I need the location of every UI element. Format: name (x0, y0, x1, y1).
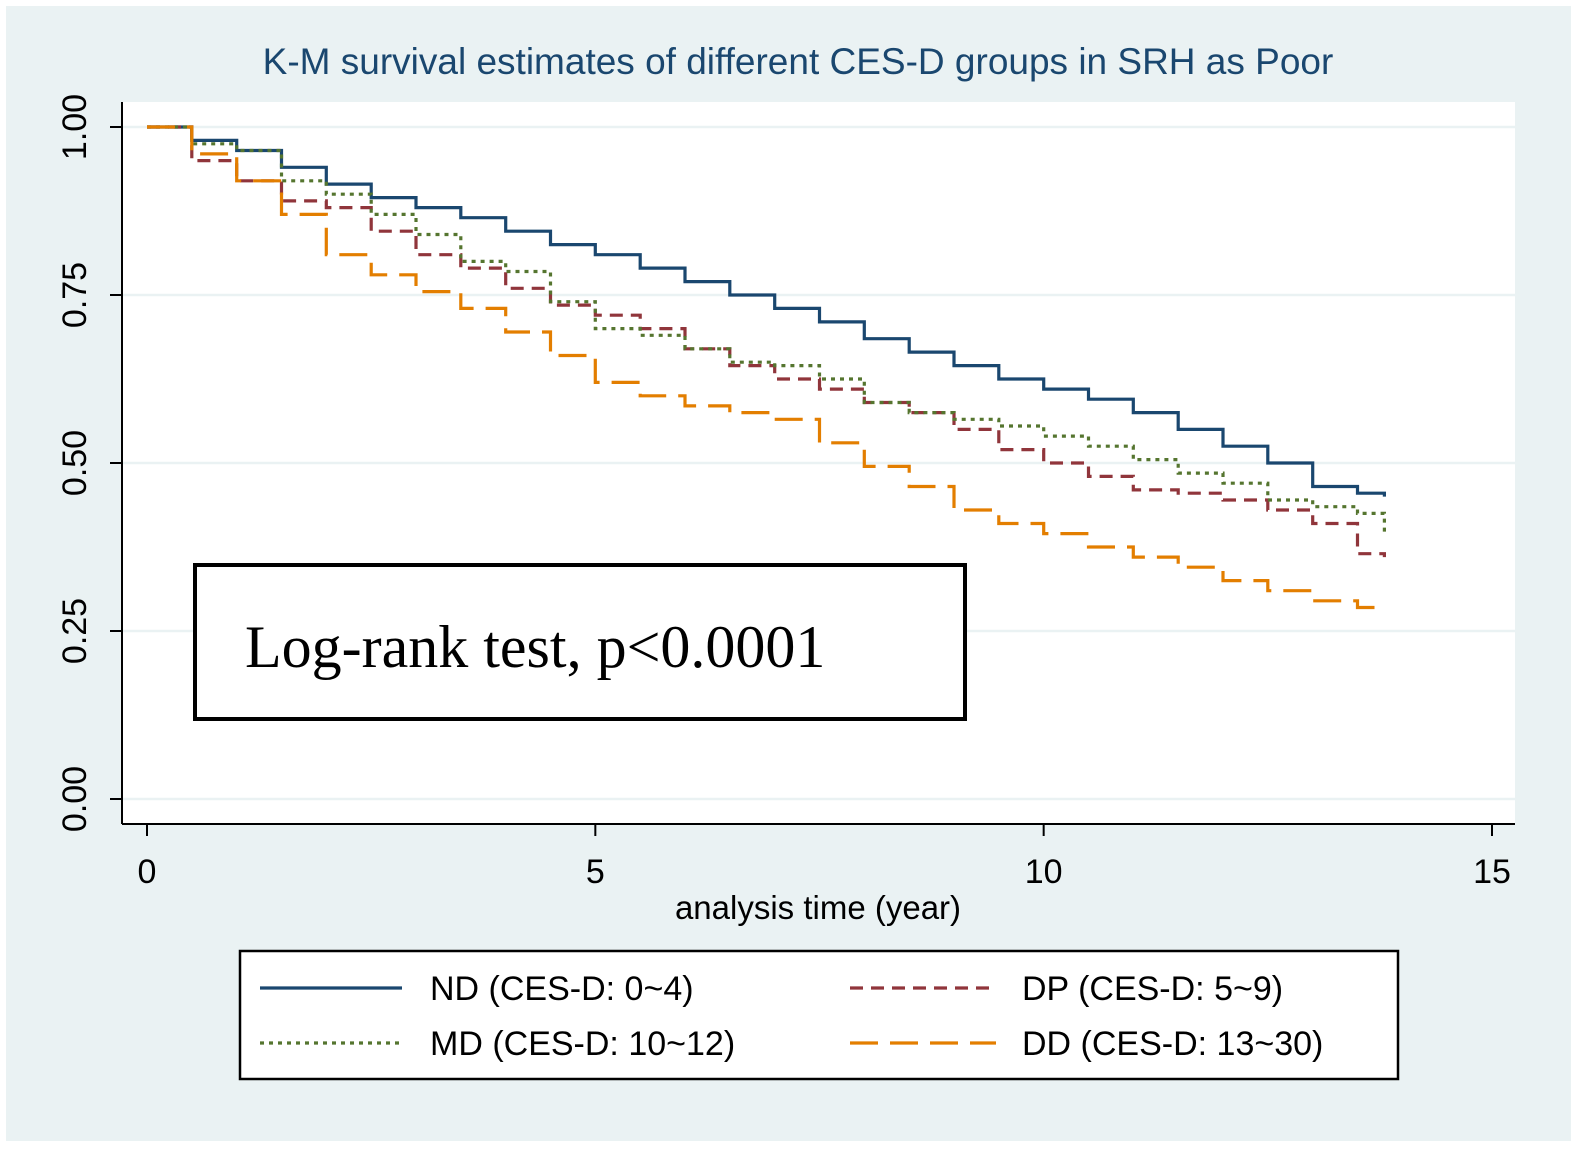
legend-label-dd: DD (CES-D: 13~30) (1022, 1025, 1323, 1063)
x-tick-label-3: 15 (1473, 853, 1511, 891)
y-tick-label-0: 0.00 (56, 766, 94, 832)
legend-label-md: MD (CES-D: 10~12) (430, 1025, 735, 1063)
x-tick-label-0: 0 (138, 853, 157, 891)
annotation-text: Log-rank test, p<0.0001 (245, 614, 825, 680)
chart-background: K-M survival estimates of different CES-… (6, 6, 1571, 1141)
series-line-md (147, 125, 1386, 534)
chart: K-M survival estimates of different CES-… (56, 41, 1515, 1081)
x-axis-title: analysis time (year) (675, 889, 961, 926)
series-line-nd (147, 125, 1386, 497)
annotation-frame (193, 563, 967, 721)
x-tick-label-1: 5 (586, 853, 605, 891)
y-tick-label-2: 0.50 (56, 430, 94, 496)
y-tick-label-1: 0.25 (56, 598, 94, 664)
legend-frame (238, 949, 1400, 1081)
x-tick-label-2: 10 (1025, 853, 1063, 891)
annotation-box: Log-rank test, p<0.0001 (193, 563, 967, 721)
chart-title: K-M survival estimates of different CES-… (263, 41, 1334, 82)
series-lines (147, 125, 1386, 610)
y-tick-label-3: 0.75 (56, 262, 94, 328)
legend: ND (CES-D: 0~4) DP (CES-D: 5~9) MD (CES-D:… (238, 949, 1400, 1081)
y-tick-label-4: 1.00 (56, 94, 94, 160)
axes: 0.00 0.25 0.50 0.75 1.00 0 5 10 15 (56, 94, 1515, 891)
legend-label-nd: ND (CES-D: 0~4) (430, 970, 694, 1008)
legend-label-dp: DP (CES-D: 5~9) (1022, 970, 1283, 1008)
